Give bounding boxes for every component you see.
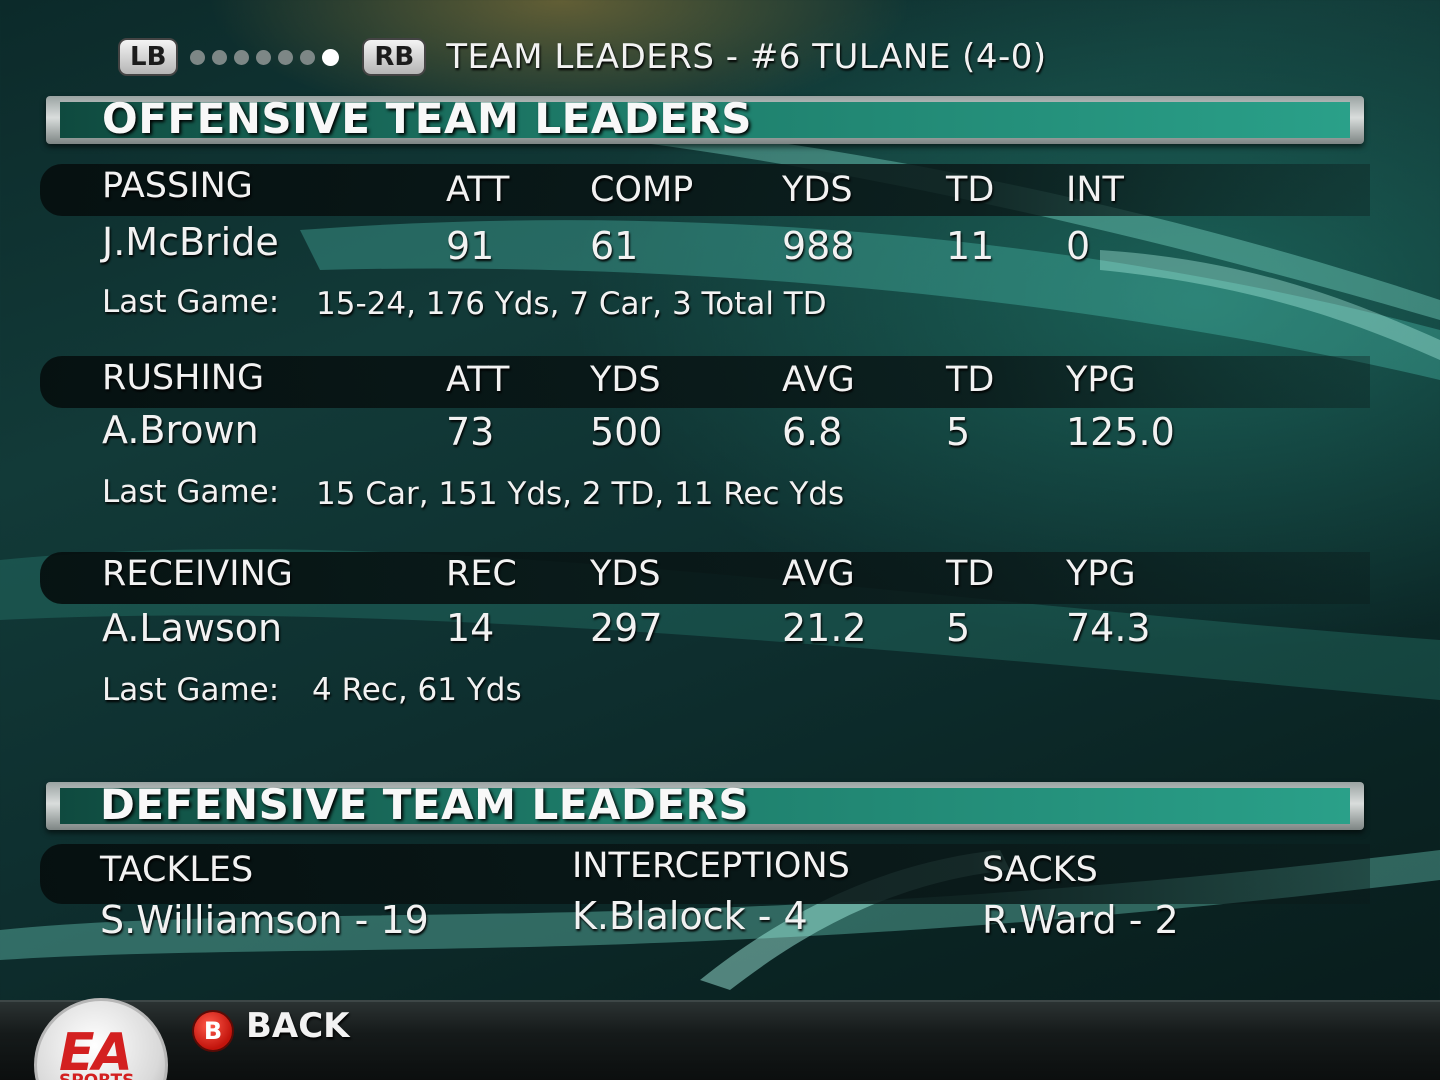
column-header: COMP [590, 170, 694, 210]
defense-section-header: DEFENSIVE TEAM LEADERS [46, 780, 1364, 830]
stat-value: 5 [946, 410, 971, 454]
page-dot [212, 49, 228, 65]
receiving-category-label: RECEIVING [102, 554, 293, 594]
column-header: AVG [782, 554, 855, 594]
receiving-header-band [40, 552, 1370, 604]
interceptions-label: INTERCEPTIONS [572, 846, 850, 886]
rushing-leader-name: A.Brown [102, 408, 259, 452]
column-header: ATT [446, 360, 510, 400]
stat-value: 297 [590, 606, 663, 650]
ea-logo-text: EA [59, 1023, 133, 1080]
last-game-label: Last Game: [102, 284, 280, 320]
stat-value: 61 [590, 224, 639, 268]
page-indicator [190, 48, 346, 66]
last-game-label: Last Game: [102, 474, 280, 510]
header-bar: LB RB TEAM LEADERS - #6 TULANE (4-0) [118, 34, 1047, 80]
stat-value: 21.2 [782, 606, 867, 650]
offense-section-title: OFFENSIVE TEAM LEADERS [102, 94, 752, 143]
sacks-leader: R.Ward - 2 [982, 898, 1179, 942]
stat-value: 125.0 [1066, 410, 1175, 454]
page-dot-active [322, 48, 340, 66]
passing-header-band [40, 164, 1370, 216]
tackles-leader: S.Williamson - 19 [100, 898, 429, 942]
ea-logo-subtext: SPORTS [59, 1071, 134, 1080]
sacks-label: SACKS [982, 850, 1098, 890]
column-header: TD [946, 170, 995, 210]
passing-leader-name: J.McBride [102, 220, 279, 264]
stat-value: 500 [590, 410, 663, 454]
page-title: TEAM LEADERS - #6 TULANE (4-0) [446, 37, 1047, 77]
footer-bar [0, 1000, 1440, 1080]
column-header: INT [1066, 170, 1124, 210]
page-dot [278, 49, 294, 65]
tackles-label: TACKLES [100, 850, 254, 890]
last-game-label: Last Game: [102, 672, 280, 708]
rb-bumper-button[interactable]: RB [362, 38, 427, 76]
stat-value: 73 [446, 410, 495, 454]
stat-value: 91 [446, 224, 495, 268]
lb-bumper-button[interactable]: LB [118, 38, 179, 76]
stat-value: 5 [946, 606, 971, 650]
column-header: YDS [590, 554, 661, 594]
column-header: YDS [782, 170, 853, 210]
page-dot [300, 49, 316, 65]
rushing-category-label: RUSHING [102, 358, 265, 398]
rushing-header-band [40, 356, 1370, 408]
stat-value: 0 [1066, 224, 1091, 268]
column-header: YPG [1066, 554, 1136, 594]
defense-header-band [40, 844, 1370, 904]
back-button[interactable]: BACK [246, 1006, 350, 1046]
interceptions-leader: K.Blalock - 4 [572, 894, 808, 938]
column-header: YPG [1066, 360, 1136, 400]
column-header: YDS [590, 360, 661, 400]
stat-value: 74.3 [1066, 606, 1151, 650]
page-dot [256, 49, 272, 65]
column-header: TD [946, 360, 995, 400]
passing-category-label: PASSING [102, 166, 253, 206]
receiving-leader-name: A.Lawson [102, 606, 283, 650]
defense-section-title: DEFENSIVE TEAM LEADERS [100, 780, 750, 829]
stat-value: 11 [946, 224, 995, 268]
rushing-last-game: 15 Car, 151 Yds, 2 TD, 11 Rec Yds [316, 476, 845, 512]
page-dot [190, 49, 206, 65]
column-header: REC [446, 554, 517, 594]
stat-value: 988 [782, 224, 855, 268]
column-header: TD [946, 554, 995, 594]
offense-section-header: OFFENSIVE TEAM LEADERS [46, 94, 1364, 144]
b-button-icon[interactable]: B [192, 1010, 234, 1052]
column-header: ATT [446, 170, 510, 210]
stat-value: 14 [446, 606, 495, 650]
passing-last-game: 15-24, 176 Yds, 7 Car, 3 Total TD [316, 286, 827, 322]
stat-value: 6.8 [782, 410, 843, 454]
page-dot [234, 49, 250, 65]
column-header: AVG [782, 360, 855, 400]
receiving-last-game: 4 Rec, 61 Yds [312, 672, 522, 708]
